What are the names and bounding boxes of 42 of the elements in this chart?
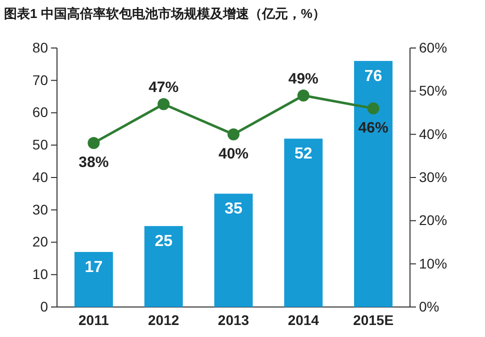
y-tick-label: 20 [32, 234, 48, 250]
data-label: 76 [364, 68, 382, 85]
point [88, 136, 100, 149]
y2-tick-label: 50% [419, 82, 448, 99]
y-tick-label: 60 [32, 104, 48, 120]
data-label: 52 [294, 146, 312, 163]
point [297, 89, 310, 102]
data-label: 35 [224, 200, 242, 218]
y-tick-label: 80 [32, 39, 48, 56]
data-label: 17 [84, 258, 103, 276]
y-tick-label: 10 [32, 266, 48, 282]
data-label: 40% [218, 145, 249, 162]
y2-tick-label: 20% [419, 212, 448, 228]
y-tick-label: 70 [32, 72, 48, 88]
point [158, 98, 170, 110]
bar [214, 194, 253, 307]
bar [74, 252, 113, 307]
y2-tick-label: 60% [419, 39, 448, 56]
data-label: 38% [78, 154, 109, 171]
y-tick-label: 40 [32, 168, 48, 185]
bar [144, 226, 183, 307]
x-tick-label: 2014 [288, 312, 320, 328]
y-tick-label: 0 [40, 298, 48, 314]
data-label: 49% [288, 70, 318, 88]
y2-tick-label: 10% [419, 255, 448, 272]
y2-tick-label: 40% [419, 126, 448, 142]
y-tick-label: 50 [32, 136, 48, 153]
x-tick-label: 2013 [218, 312, 250, 328]
point [367, 102, 380, 114]
y2-tick-label: 30% [419, 168, 448, 185]
point [228, 128, 240, 140]
data-label: 46% [358, 119, 388, 136]
data-label: 25 [154, 233, 173, 250]
y2-tick-label: 0% [419, 298, 440, 314]
x-tick-label: 2015E [353, 312, 394, 328]
bar [354, 60, 393, 307]
data-label: 47% [148, 79, 179, 96]
x-tick-label: 2012 [148, 312, 180, 328]
bar [284, 138, 323, 307]
x-tick-label: 2011 [78, 312, 110, 328]
chart-title: 图表1 中国高倍率软包电池市场规模及增速（亿元，%） [4, 6, 326, 21]
y-tick-label: 30 [32, 201, 48, 218]
